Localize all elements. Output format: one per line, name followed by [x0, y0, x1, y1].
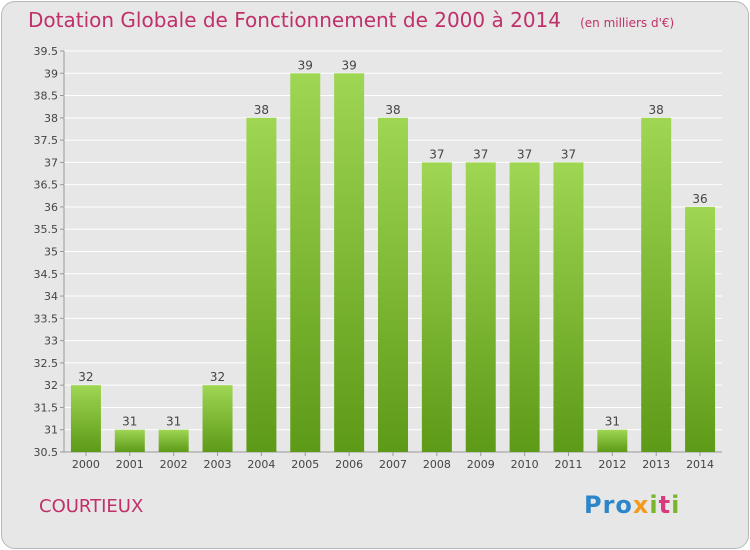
y-tick-label: 34.5: [34, 268, 59, 281]
logo-part: t: [658, 491, 672, 519]
logo-part: i: [649, 491, 659, 519]
bar-value-labels: 32 31 31 32 38 39 39 38 37 37 37 37 31 38 36: [78, 58, 707, 428]
y-tick-label: 31.5: [34, 401, 59, 414]
y-tick-label: 33: [44, 335, 58, 348]
x-tick-label: 2000: [72, 458, 100, 471]
title-main: Dotation Globale de Fonctionnement de 20…: [28, 8, 561, 32]
x-tick-label: 2003: [204, 458, 232, 471]
bar-value-label: 39: [341, 58, 356, 72]
y-tick-label: 38: [44, 112, 58, 125]
bar-value-label: 37: [561, 147, 576, 161]
bar-value-label: 31: [166, 415, 181, 429]
x-tick-label: 2011: [554, 458, 582, 471]
y-tick-label: 33.5: [34, 312, 59, 325]
y-tick-label: 36: [44, 201, 58, 214]
bar: [114, 429, 145, 452]
y-tick-label: 36.5: [34, 179, 59, 192]
y-axis: 30.5 31 31.5 32 32.5 33 33.5 34 34.5 35 35.5 36 36.5…: [34, 45, 722, 459]
logo-part: x: [632, 491, 650, 519]
x-tick-label: 2006: [335, 458, 363, 471]
bar: [334, 73, 365, 453]
bar-value-label: 38: [385, 103, 400, 117]
bars: [70, 73, 716, 453]
logo-part: Pro: [584, 491, 633, 519]
bar: [553, 162, 584, 452]
bar-value-label: 31: [605, 415, 620, 429]
bar: [465, 162, 496, 452]
town-name: COURTIEUX: [39, 496, 144, 517]
y-tick-label: 30.5: [34, 446, 59, 459]
bar: [641, 117, 672, 452]
x-tick-label: 2010: [511, 458, 539, 471]
y-tick-label: 32: [44, 379, 58, 392]
x-tick-label: 2008: [423, 458, 451, 471]
bar: [685, 206, 716, 452]
y-tick-label: 38.5: [34, 90, 59, 103]
x-tick-label: 2002: [160, 458, 188, 471]
y-tick-label: 31: [44, 424, 58, 437]
x-tick-label: 2007: [379, 458, 407, 471]
bar-value-label: 39: [298, 58, 313, 72]
y-tick-label: 37.5: [34, 134, 59, 147]
bar-value-label: 31: [122, 415, 137, 429]
title-unit: (en milliers d'€): [580, 16, 675, 30]
y-tick-label: 35: [44, 246, 58, 259]
bar: [421, 162, 452, 452]
bar-value-label: 37: [473, 147, 488, 161]
bar: [246, 117, 277, 452]
bar: [158, 429, 189, 452]
bar-value-label: 37: [429, 147, 444, 161]
y-tick-label: 37: [44, 156, 58, 169]
x-tick-label: 2009: [467, 458, 495, 471]
bar-value-label: 32: [78, 370, 93, 384]
bar: [509, 162, 540, 452]
y-tick-label: 39.5: [34, 45, 59, 58]
chart-title: Dotation Globale de Fonctionnement de 20…: [28, 8, 674, 32]
x-axis: 2000 2001 2002 2003 2004 2005 2006 2007 2008 2009…: [72, 452, 714, 471]
x-tick-label: 2013: [642, 458, 670, 471]
y-tick-label: 32.5: [34, 357, 59, 370]
bar-value-label: 37: [517, 147, 532, 161]
bar-value-label: 38: [649, 103, 664, 117]
x-tick-label: 2001: [116, 458, 144, 471]
bar: [70, 385, 101, 452]
logo-part: i: [671, 491, 681, 519]
x-tick-label: 2004: [247, 458, 275, 471]
bar: [202, 385, 233, 452]
y-tick-label: 35.5: [34, 223, 59, 236]
y-tick-label: 34: [44, 290, 58, 303]
x-tick-label: 2012: [598, 458, 626, 471]
bar: [378, 117, 408, 452]
y-tick-label: 39: [44, 67, 58, 80]
bar: [597, 429, 628, 452]
bar-value-label: 32: [210, 370, 225, 384]
x-tick-label: 2014: [686, 458, 714, 471]
bar-value-label: 36: [692, 192, 707, 206]
x-tick-label: 2005: [291, 458, 319, 471]
bar-value-label: 38: [254, 103, 269, 117]
proxiti-logo: Proxiti: [584, 491, 680, 519]
bar: [290, 73, 321, 453]
